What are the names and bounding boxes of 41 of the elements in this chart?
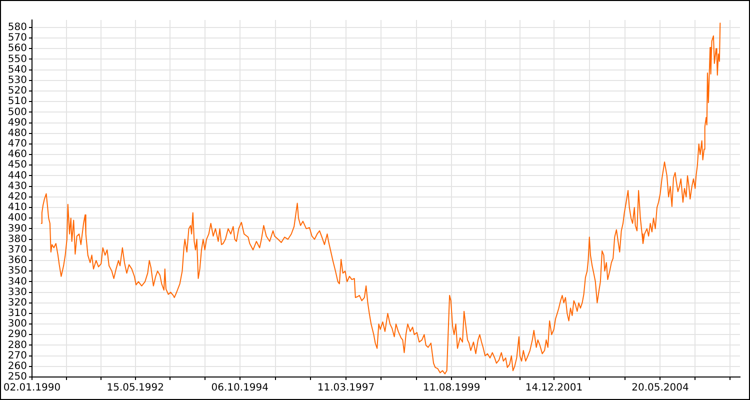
x-tick-label: 02.01.1990 xyxy=(3,382,61,394)
y-tick-label: 300 xyxy=(8,318,27,330)
y-tick-label: 500 xyxy=(8,106,27,118)
y-tick-label: 540 xyxy=(8,64,27,76)
y-tick-label: 280 xyxy=(8,340,27,351)
x-tick-label: 15.05.1992 xyxy=(106,382,164,394)
y-tick-label: 270 xyxy=(8,350,27,362)
y-tick-label: 530 xyxy=(8,74,27,86)
y-tick-label: 360 xyxy=(8,255,27,266)
x-tick-label: 20.05.2004 xyxy=(632,382,689,394)
y-tick-label: 440 xyxy=(8,170,27,182)
y-tick-label: 480 xyxy=(8,128,27,139)
y-tick-label: 460 xyxy=(8,149,27,160)
y-tick-label: 260 xyxy=(8,361,27,372)
y-tick-label: 560 xyxy=(8,43,27,54)
x-tick-label: 06.10.1994 xyxy=(211,382,269,394)
y-tick-label: 490 xyxy=(8,117,27,128)
x-tick-label: 11.03.1997 xyxy=(317,382,375,394)
y-tick-label: 320 xyxy=(8,297,27,308)
y-tick-label: 370 xyxy=(8,244,27,256)
y-tick-label: 380 xyxy=(8,234,27,245)
y-tick-label: 330 xyxy=(8,286,27,298)
x-tick-label: 11.08.1999 xyxy=(422,382,480,394)
y-tick-label: 510 xyxy=(8,96,27,108)
y-tick-label: 390 xyxy=(8,223,27,234)
y-tick-label: 340 xyxy=(8,276,27,288)
y-tick-label: 580 xyxy=(8,22,27,34)
y-tick-label: 250 xyxy=(8,372,27,383)
y-tick-label: 290 xyxy=(8,329,27,340)
y-tick-label: 310 xyxy=(8,308,27,320)
y-tick-label: 420 xyxy=(8,192,27,203)
y-tick-label: 520 xyxy=(8,86,27,97)
y-tick-label: 400 xyxy=(8,212,27,224)
y-tick-label: 470 xyxy=(8,138,27,150)
y-tick-label: 350 xyxy=(8,266,27,277)
y-tick-label: 410 xyxy=(8,202,27,214)
y-tick-label: 430 xyxy=(8,180,27,192)
x-tick-label: 14.12.2001 xyxy=(525,382,583,394)
y-tick-label: 570 xyxy=(8,32,27,44)
y-tick-label: 450 xyxy=(8,160,27,171)
y-tick-label: 550 xyxy=(8,54,27,65)
